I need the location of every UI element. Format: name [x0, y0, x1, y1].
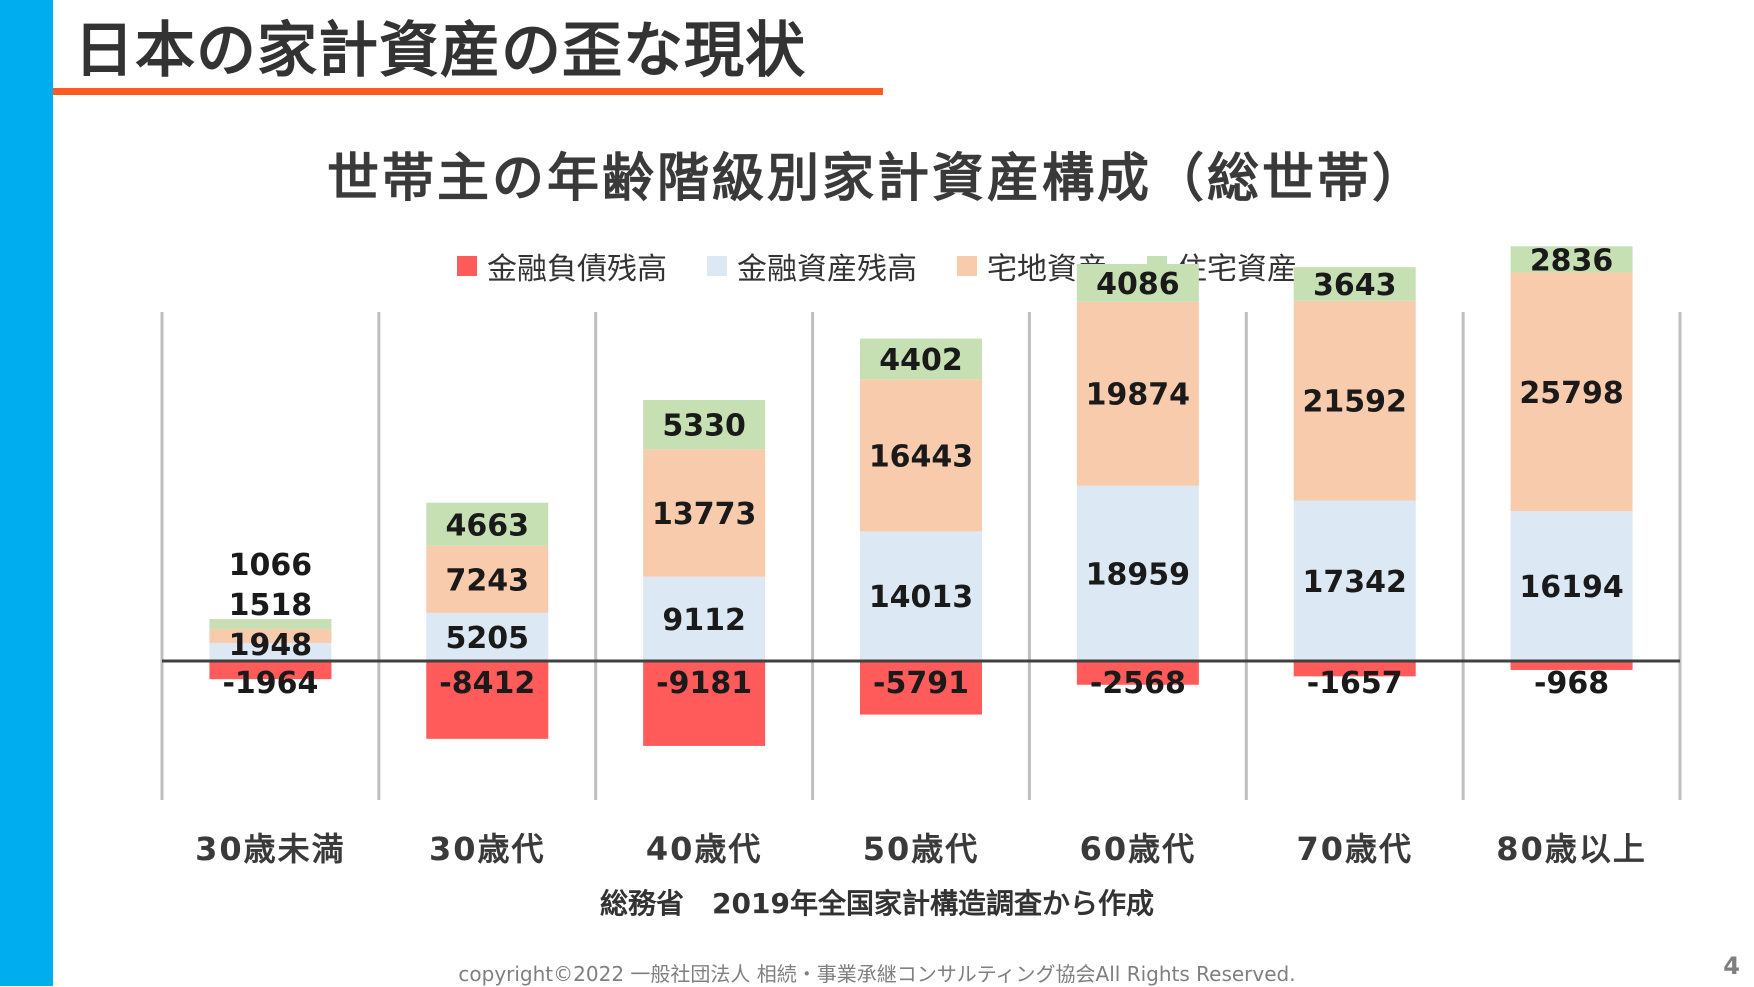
category-label: 50歳代: [863, 830, 980, 868]
category-label: 80歳以上: [1496, 830, 1647, 868]
legend-item-debt: 金融負債残高: [457, 244, 667, 288]
bar-segment: [209, 642, 332, 661]
bar-segment: [1293, 500, 1416, 661]
bar-value-label: -8412: [439, 666, 535, 701]
bar-value-label: -5791: [873, 666, 969, 701]
bar-segment: [1076, 485, 1199, 661]
slide-title: 日本の家計資産の歪な現状: [74, 16, 806, 86]
bar-value-label: 13773: [652, 497, 756, 532]
bar-segment: [209, 619, 332, 629]
legend-label-debt: 金融負債残高: [487, 252, 667, 287]
accent-side-bar: [0, 0, 53, 986]
bar-value-label: 1066: [229, 548, 313, 583]
bar-segment: [209, 628, 332, 643]
bar-segment: [1510, 661, 1633, 670]
bar-value-label: 4086: [1096, 267, 1180, 302]
bar-value-label: 4402: [879, 343, 963, 378]
legend-swatch-land: [957, 256, 977, 276]
bar-segment: [1510, 246, 1633, 273]
bar-value-label: 14013: [869, 580, 973, 615]
legend-label-financial-assets: 金融資産残高: [737, 252, 917, 287]
bar-value-label: 9112: [662, 603, 746, 638]
chart-title: 世帯主の年齢階級別家計資産構成（総世帯）: [326, 149, 1427, 209]
bar-value-label: 1518: [229, 588, 313, 623]
bar-value-label: 19874: [1086, 378, 1190, 413]
bar-value-label: 25798: [1519, 376, 1623, 411]
category-label: 40歳代: [646, 830, 763, 868]
bar-value-label: 5330: [662, 409, 746, 444]
page-number: 4: [1723, 952, 1740, 980]
bar-segment: [1510, 511, 1633, 661]
category-label: 60歳代: [1080, 830, 1197, 868]
bar-value-label: 5205: [446, 621, 530, 656]
bar-value-label: 2836: [1530, 243, 1614, 278]
bar-value-label: -1964: [222, 666, 318, 701]
source-note: 総務省 2019年全国家計構造調査から作成: [600, 887, 1154, 920]
bar-segment: [1293, 661, 1416, 677]
bar-value-label: 21592: [1303, 385, 1407, 420]
bar-value-label: 17342: [1303, 565, 1407, 600]
bar-value-label: 3643: [1313, 268, 1397, 303]
bar-value-label: 18959: [1086, 557, 1190, 592]
legend-item-financial-assets: 金融資産残高: [707, 244, 917, 288]
legend-swatch-financial-assets: [707, 256, 727, 276]
bar-segment: [860, 661, 982, 715]
bar-segment: [860, 379, 982, 532]
bar-value-label: -968: [1534, 666, 1609, 701]
bar-segment: [1510, 272, 1633, 512]
bar-segment: [209, 661, 332, 680]
bar-segment: [1076, 661, 1199, 685]
bar-segment: [1293, 267, 1416, 301]
copyright-footer: copyright©2022 一般社団法人 相続・事業承継コンサルティング協会A…: [458, 962, 1296, 986]
bar-value-label: -2568: [1090, 666, 1186, 701]
bar-segment: [426, 545, 549, 613]
bar-segment: [1293, 300, 1416, 501]
bar-segment: [426, 502, 549, 546]
bar-segment: [860, 531, 982, 661]
category-label: 30歳未満: [195, 830, 346, 868]
bar-value-label: -1657: [1307, 666, 1403, 701]
bar-value-label: 4663: [446, 508, 530, 543]
bar-value-label: -9181: [656, 666, 752, 701]
bar-segment: [643, 400, 766, 450]
bar-segment: [643, 449, 766, 577]
bar-value-label: 1948: [229, 628, 313, 663]
category-label: 70歳代: [1296, 830, 1413, 868]
bar-segment: [1076, 301, 1199, 486]
bar-segment: [643, 661, 766, 746]
category-label: 30歳代: [429, 830, 546, 868]
bar-segment: [426, 661, 549, 739]
bar-segment: [426, 612, 549, 661]
bar-value-label: 16443: [869, 439, 973, 474]
bar-value-label: 7243: [446, 563, 530, 598]
title-underline: [53, 88, 883, 95]
legend-swatch-debt: [457, 256, 477, 276]
bar-segment: [643, 576, 766, 661]
bar-value-label: 16194: [1519, 570, 1623, 605]
bar-segment: [1076, 263, 1199, 302]
bar-segment: [860, 338, 982, 380]
